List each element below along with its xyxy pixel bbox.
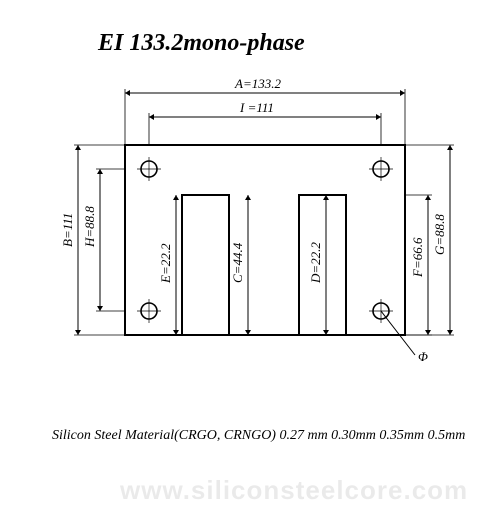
svg-text:C=44.4: C=44.4 bbox=[230, 242, 245, 283]
svg-text:F=66.6: F=66.6 bbox=[410, 237, 425, 278]
watermark: www.siliconsteelcore.com bbox=[120, 475, 468, 506]
svg-text:D=22.2: D=22.2 bbox=[308, 242, 323, 284]
svg-text:E=22.2: E=22.2 bbox=[158, 243, 173, 284]
svg-text:H=88.8: H=88.8 bbox=[82, 206, 97, 248]
diagram-container: { "title": { "text": "EI 133.2mono-phase… bbox=[0, 0, 500, 500]
svg-text:B=111: B=111 bbox=[60, 213, 75, 247]
svg-text:A=133.2: A=133.2 bbox=[234, 76, 281, 91]
svg-text:Φ: Φ bbox=[418, 349, 428, 364]
page-title: EI 133.2mono-phase bbox=[98, 30, 305, 57]
material-caption: Silicon Steel Material(CRGO, CRNGO) 0.27… bbox=[52, 428, 465, 444]
svg-text:I =111: I =111 bbox=[239, 100, 274, 115]
technical-drawing: A=133.2 I =111 B=111 H=88.8 F=66.6 G=88.8 E=22… bbox=[30, 75, 470, 395]
svg-text:G=88.8: G=88.8 bbox=[432, 214, 447, 255]
